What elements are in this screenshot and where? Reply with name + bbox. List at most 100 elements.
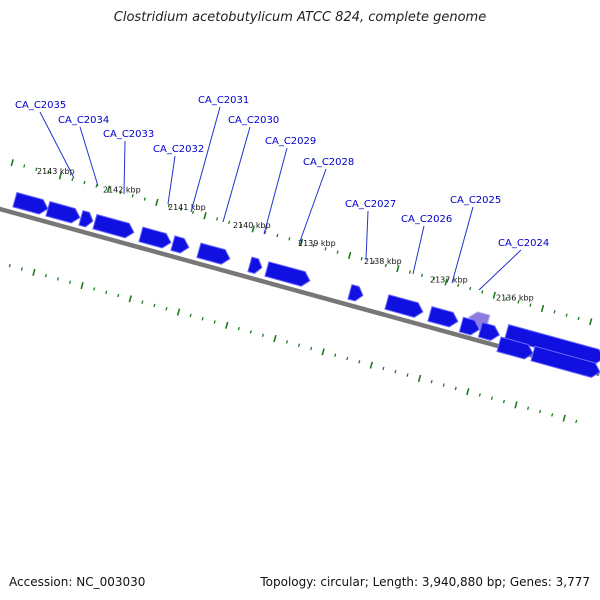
gene-feature bbox=[45, 200, 81, 224]
gene-feature bbox=[458, 316, 481, 336]
scale-tick bbox=[276, 233, 279, 238]
scale-tick bbox=[47, 170, 50, 175]
scale-tick bbox=[68, 280, 72, 284]
scale-tick bbox=[225, 321, 229, 329]
scale-tick-label: 2140 kbp bbox=[233, 221, 271, 230]
scale-tick bbox=[394, 370, 397, 374]
genome-stats-label: Topology: circular; Length: 3,940,880 bp… bbox=[260, 575, 590, 589]
gene-feature bbox=[504, 323, 600, 365]
scale-tick bbox=[312, 243, 315, 248]
scale-tick bbox=[384, 263, 387, 268]
scale-tick bbox=[540, 304, 545, 313]
scale-tick bbox=[469, 286, 472, 291]
gene-leader-line bbox=[412, 225, 425, 275]
scale-tick bbox=[155, 198, 159, 207]
scale-tick bbox=[297, 343, 301, 347]
scale-tick bbox=[95, 184, 98, 188]
scale-tick bbox=[502, 399, 506, 404]
scale-tick bbox=[553, 310, 556, 314]
scale-tick bbox=[575, 419, 578, 424]
gene-feature bbox=[247, 256, 263, 274]
scale-tick bbox=[58, 172, 63, 180]
gene-label: CA_C2024 bbox=[498, 238, 549, 249]
scale-tick bbox=[216, 217, 219, 221]
scale-tick bbox=[165, 307, 168, 311]
scale-tick-label: 2143 kbp bbox=[37, 167, 75, 176]
scale-tick bbox=[454, 386, 457, 391]
scale-tick bbox=[466, 388, 470, 396]
scale-tick-label: 2142 kbp bbox=[103, 185, 141, 194]
scale-tick bbox=[382, 366, 385, 371]
gene-leader-line bbox=[123, 140, 126, 195]
scale-tick bbox=[360, 257, 363, 261]
scale-tick bbox=[80, 281, 84, 290]
scale-tick bbox=[457, 283, 460, 287]
gene-feature bbox=[384, 294, 424, 318]
scale-tick-label: 2139 kbp bbox=[298, 239, 336, 248]
gene-leader-line bbox=[298, 168, 327, 245]
gene-label: CA_C2029 bbox=[265, 136, 316, 147]
gene-feature bbox=[264, 261, 311, 287]
scale-tick bbox=[526, 406, 530, 410]
scale-tick bbox=[105, 290, 108, 294]
scale-tick bbox=[417, 374, 422, 383]
scale-tick bbox=[23, 164, 26, 168]
inner-scale-track bbox=[8, 264, 578, 424]
gene-leader-line bbox=[222, 126, 251, 223]
scale-tick bbox=[334, 353, 337, 357]
scale-tick bbox=[131, 194, 134, 198]
scale-tick bbox=[358, 360, 361, 364]
gene-feature bbox=[530, 345, 600, 378]
scale-tick bbox=[481, 290, 484, 294]
scale-tick bbox=[336, 250, 339, 254]
scale-tick bbox=[141, 300, 144, 304]
scale-tick bbox=[442, 383, 445, 387]
scale-tick bbox=[240, 223, 243, 228]
scale-tick bbox=[176, 308, 181, 316]
scale-tick bbox=[432, 276, 436, 281]
gene-label: CA_C2032 bbox=[153, 144, 204, 155]
scale-tick bbox=[143, 197, 146, 201]
scale-tick bbox=[551, 413, 554, 417]
scale-tick bbox=[562, 414, 566, 422]
scale-tick bbox=[288, 237, 291, 241]
gene-leader-line bbox=[39, 111, 75, 179]
scale-tick bbox=[406, 373, 409, 377]
gene-leader-line bbox=[167, 155, 176, 205]
gene-leader-line bbox=[79, 126, 99, 187]
gene-leader-line bbox=[451, 206, 474, 284]
scale-tick-label: 2136 kbp bbox=[496, 293, 534, 302]
gene-label: CA_C2027 bbox=[345, 199, 396, 210]
scale-tick bbox=[490, 396, 493, 400]
scale-tick bbox=[299, 238, 304, 246]
outer-scale-track bbox=[10, 159, 593, 326]
scale-tick bbox=[514, 401, 518, 409]
scale-tick bbox=[249, 330, 252, 334]
scale-tick-label: 2137 kbp bbox=[430, 275, 468, 284]
gene-label: CA_C2030 bbox=[228, 115, 279, 126]
scale-tick bbox=[369, 361, 374, 369]
gene-feature bbox=[92, 213, 135, 239]
scale-tick bbox=[517, 300, 520, 304]
gene-leader-line bbox=[365, 210, 369, 261]
scale-tick bbox=[213, 320, 216, 324]
accession-label: Accession: NC_003030 bbox=[9, 575, 146, 589]
scale-tick bbox=[251, 225, 255, 233]
scale-tick bbox=[285, 340, 289, 344]
gene-feature bbox=[477, 321, 501, 341]
scale-tick bbox=[35, 167, 38, 171]
scale-tick bbox=[444, 278, 448, 286]
scale-tick bbox=[203, 212, 207, 220]
scale-tick bbox=[191, 210, 195, 215]
scale-tick bbox=[264, 230, 267, 234]
scale-tick bbox=[179, 207, 183, 211]
scale-tick bbox=[10, 159, 14, 167]
gene-feature bbox=[138, 226, 172, 249]
scale-tick bbox=[189, 313, 192, 318]
scale-tick bbox=[505, 296, 508, 301]
scale-tick bbox=[119, 190, 122, 195]
scale-tick bbox=[310, 346, 313, 351]
scale-tick bbox=[430, 380, 433, 384]
scale-tick bbox=[346, 356, 349, 361]
scale-tick bbox=[396, 265, 400, 273]
